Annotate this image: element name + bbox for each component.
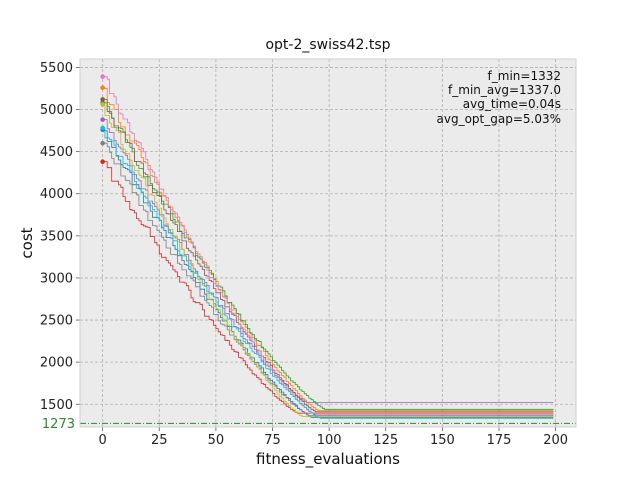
reference-line-label: 1273 xyxy=(42,417,75,432)
y-tick-label: 5500 xyxy=(40,61,73,76)
x-tick-label: 0 xyxy=(99,433,107,448)
series-start-point xyxy=(100,102,105,107)
y-tick-label: 2000 xyxy=(40,356,73,371)
grid-lines xyxy=(80,59,576,427)
series-line xyxy=(102,119,554,403)
series-group xyxy=(100,74,554,419)
x-tick-label: 50 xyxy=(208,433,225,448)
series-start-point xyxy=(100,74,105,79)
annotation-f-min: f_min=1332 xyxy=(488,69,561,83)
series-start-point xyxy=(100,125,105,131)
annotation-f-min-avg: f_min_avg=1337.0 xyxy=(448,83,561,97)
series-line xyxy=(102,142,554,416)
plot-area xyxy=(80,59,576,427)
x-tick-label: 150 xyxy=(430,433,455,448)
y-tick-label: 1500 xyxy=(40,398,73,413)
x-axis-label: fitness_evaluations xyxy=(256,450,400,469)
y-tick-label: 4000 xyxy=(40,187,73,202)
x-tick-label: 125 xyxy=(373,433,398,448)
annotation-avg-opt-gap: avg_opt_gap=5.03% xyxy=(437,112,562,126)
series-line xyxy=(102,127,554,419)
series-line xyxy=(102,76,554,415)
plot-frame xyxy=(79,58,577,428)
annotation-box: f_min=1332 f_min_avg=1337.0 avg_time=0.0… xyxy=(437,69,562,126)
reference-line-group: 1273 xyxy=(42,417,576,432)
y-tick-label: 5000 xyxy=(40,103,73,118)
y-tick-label: 2500 xyxy=(40,314,73,329)
x-tick-label: 175 xyxy=(487,433,512,448)
x-tick-label: 75 xyxy=(264,433,281,448)
series-line xyxy=(102,87,554,411)
series-line xyxy=(102,102,554,410)
annotation-avg-time: avg_time=0.04s xyxy=(463,97,561,111)
x-tick-label: 25 xyxy=(151,433,168,448)
series-start-point xyxy=(100,140,105,146)
x-tick-label: 200 xyxy=(543,433,568,448)
series-start-point xyxy=(100,85,105,90)
series-line xyxy=(102,99,554,413)
axes-group: 0 25 50 75 100 125 150 175 200 1500 2000 2500 3000 35… xyxy=(40,58,577,448)
y-tick-label: 3500 xyxy=(40,229,73,244)
y-tick-label: 3000 xyxy=(40,271,73,286)
series-start-point xyxy=(100,97,105,102)
series-line xyxy=(102,104,554,417)
series-line xyxy=(102,161,554,414)
series-start-point xyxy=(100,159,105,165)
series-start-point xyxy=(100,117,105,122)
chart-title: opt-2_swiss42.tsp xyxy=(265,37,390,53)
y-tick-label: 4500 xyxy=(40,145,73,160)
y-axis-label: cost xyxy=(18,227,36,258)
x-tick-label: 100 xyxy=(317,433,342,448)
